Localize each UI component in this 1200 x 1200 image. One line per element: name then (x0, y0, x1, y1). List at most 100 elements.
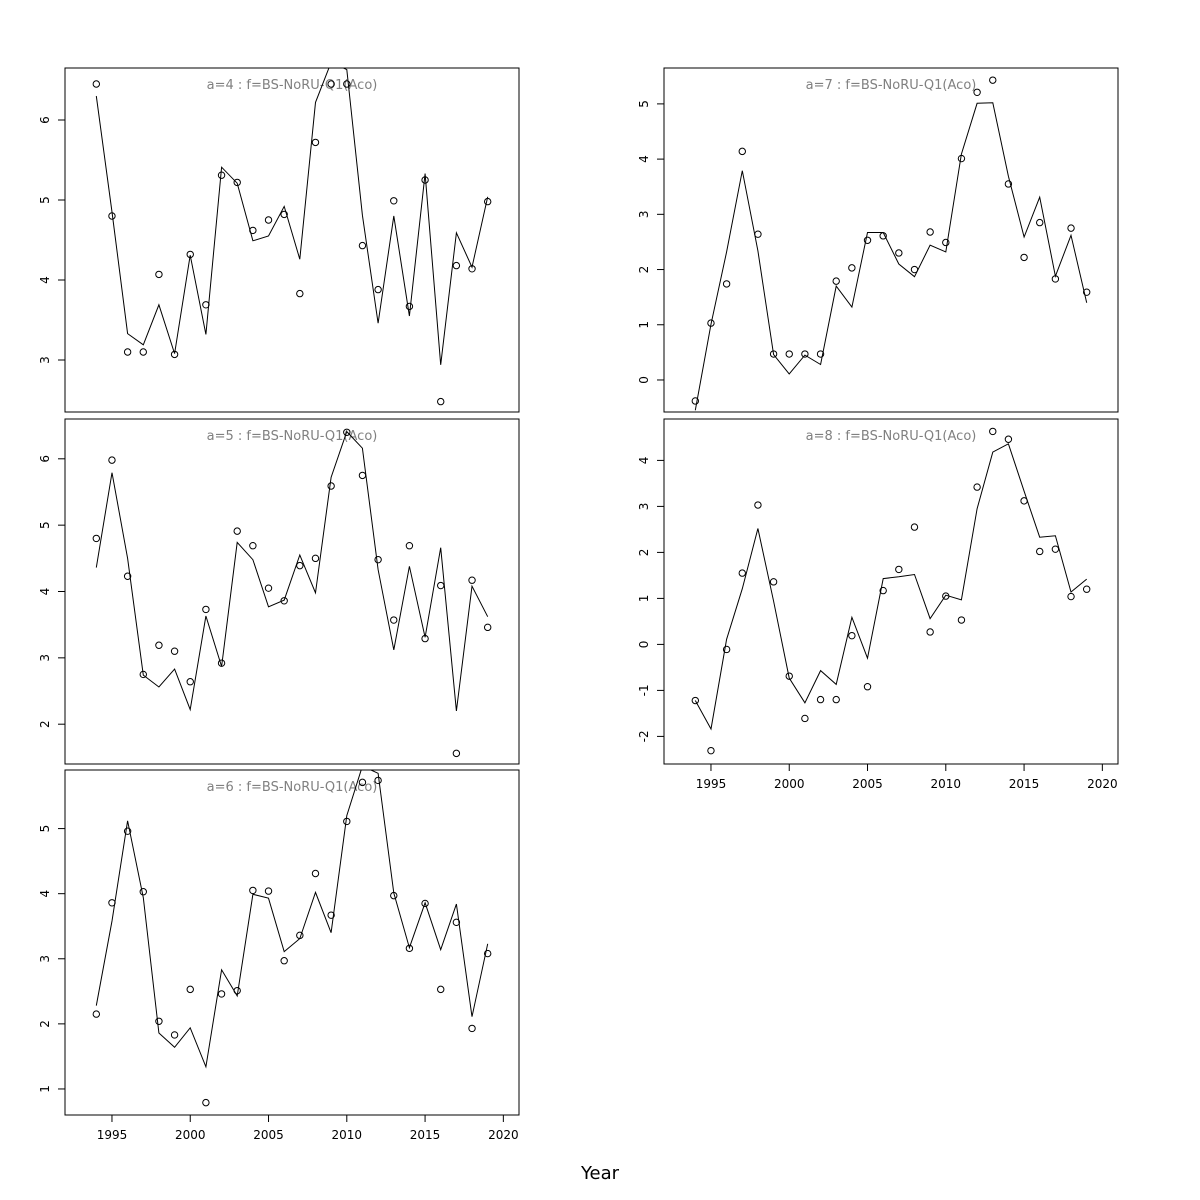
observed-point (468, 1024, 476, 1033)
observed-point (816, 695, 825, 704)
observed-point (233, 178, 241, 187)
observed-point (139, 348, 147, 356)
y-tick-label: 5 (38, 521, 52, 529)
observed-point (738, 147, 746, 156)
y-tick-label: 2 (38, 720, 52, 728)
panel-title: a=5 : f=BS-NoRU-Q1(Aco) (207, 429, 378, 444)
panel-frame (663, 67, 1119, 413)
observed-point (910, 523, 919, 531)
observed-point (233, 527, 241, 535)
panel-title: a=8 : f=BS-NoRU-Q1(Aco) (806, 429, 977, 444)
observed-point (957, 154, 966, 163)
observed-point (186, 678, 194, 686)
observed-point (421, 634, 429, 643)
observed-point (139, 670, 147, 679)
x-axis-label: Year (580, 1163, 620, 1184)
observed-point (483, 197, 492, 206)
observed-point (358, 778, 367, 787)
observed-point (691, 696, 700, 705)
observed-point (1004, 180, 1013, 188)
y-tick-label: 0 (637, 641, 651, 649)
observed-point (722, 280, 731, 288)
observed-point (769, 578, 778, 586)
observed-point (483, 949, 492, 958)
fitted-line (95, 68, 489, 365)
observed-point (942, 238, 950, 247)
observed-point (374, 285, 382, 294)
observed-point (468, 576, 476, 584)
observed-point (123, 827, 132, 835)
observed-point (421, 899, 429, 908)
y-tick-label: 4 (637, 457, 651, 465)
y-tick-label: 2 (38, 1020, 52, 1028)
x-tick-label: 2005 (852, 777, 883, 791)
observed-point (92, 534, 101, 543)
observed-point (374, 776, 382, 785)
observed-point (801, 350, 809, 358)
observed-point (296, 931, 304, 940)
observed-point (707, 319, 715, 327)
y-tick-label: 6 (38, 455, 52, 463)
observed-point (123, 572, 132, 580)
observed-point (390, 197, 398, 205)
observed-point (437, 397, 445, 406)
panel-frame (64, 769, 520, 1116)
observed-point (296, 561, 304, 570)
observed-point (249, 226, 257, 235)
y-tick-label: -1 (637, 684, 651, 696)
plot-area (92, 428, 492, 758)
x-tick-label: 1995 (97, 1128, 128, 1142)
fitted-line (95, 770, 489, 1069)
observed-point (374, 555, 382, 564)
y-tick-label: 3 (637, 503, 651, 511)
observed-point (233, 986, 241, 995)
panel-4: a=8 : f=BS-NoRU-Q1(Aco) -2 -1 0 1 2 3 4 1995 2000… (637, 418, 1119, 791)
observed-point (92, 80, 101, 88)
x-tick-label: 2005 (253, 1128, 284, 1142)
x-tick-label: 2015 (410, 1128, 441, 1142)
observed-point (801, 714, 809, 723)
x-tick-label: 2010 (931, 777, 962, 791)
observed-point (343, 80, 351, 88)
observed-point (170, 1031, 179, 1039)
observed-point (280, 957, 288, 965)
observed-point (390, 616, 398, 624)
observed-point (264, 216, 273, 224)
observed-point (264, 584, 273, 592)
fitted-line (694, 102, 1088, 411)
y-tick-label: 0 (637, 376, 651, 384)
observed-point (1036, 547, 1044, 556)
plot-area (691, 76, 1091, 411)
fitted-line (694, 443, 1088, 731)
y-tick-label: 4 (38, 276, 52, 284)
observed-point (92, 1010, 101, 1018)
observed-point (957, 616, 966, 624)
y-tick-label: 5 (38, 196, 52, 204)
observed-point (832, 695, 840, 704)
y-tick-label: 3 (38, 654, 52, 662)
observed-point (848, 631, 856, 640)
x-tick-label: 2010 (332, 1128, 363, 1142)
observed-point (405, 542, 414, 550)
observed-point (1067, 592, 1075, 601)
observed-point (311, 554, 320, 563)
y-tick-label: 1 (637, 321, 651, 329)
panel-frame (64, 418, 520, 765)
observed-point (1082, 585, 1091, 593)
observed-point (327, 482, 335, 490)
panel-title: a=6 : f=BS-NoRU-Q1(Aco) (207, 780, 378, 795)
observed-point (754, 501, 762, 509)
observed-point (722, 645, 731, 654)
observed-point (926, 628, 934, 636)
y-tick-label: 4 (637, 155, 651, 163)
observed-point (879, 586, 887, 595)
observed-point (989, 76, 997, 84)
observed-point (343, 428, 351, 436)
observed-point (879, 232, 887, 240)
observed-point (217, 990, 226, 998)
y-tick-label: 4 (38, 588, 52, 596)
observed-point (1067, 224, 1075, 232)
observed-point (926, 228, 934, 236)
y-tick-label: 5 (38, 825, 52, 833)
observed-point (327, 80, 335, 88)
